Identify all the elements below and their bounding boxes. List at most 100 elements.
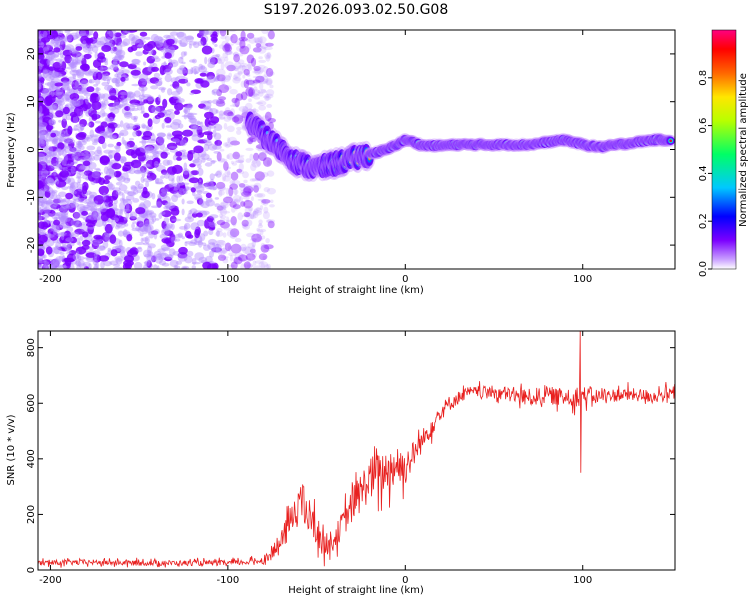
- noise-blob: [98, 185, 110, 196]
- noise-blob: [38, 129, 43, 137]
- noise-blob: [87, 212, 98, 217]
- noise-blob: [93, 252, 98, 258]
- noise-blob: [265, 93, 274, 99]
- y-tick-label: -10: [26, 189, 37, 205]
- noise-blob: [89, 206, 96, 212]
- noise-blob: [58, 255, 65, 260]
- noise-blob: [38, 197, 47, 204]
- noise-blob: [176, 181, 185, 186]
- noise-blob: [185, 230, 192, 239]
- noise-blob: [72, 69, 81, 73]
- noise-blob: [99, 109, 106, 118]
- noise-blob: [188, 117, 197, 124]
- noise-blob: [199, 72, 207, 77]
- noise-blob: [76, 123, 82, 128]
- noise-blob: [155, 39, 164, 48]
- noise-blob: [197, 183, 208, 188]
- noise-blob: [257, 198, 268, 202]
- noise-blob: [49, 112, 56, 116]
- noise-blob: [208, 229, 214, 236]
- noise-blob: [89, 30, 94, 34]
- noise-blob: [222, 204, 226, 209]
- noise-blob: [48, 135, 59, 142]
- noise-blob: [224, 61, 235, 69]
- noise-blob: [99, 245, 106, 251]
- noise-blob: [191, 261, 201, 265]
- noise-blob: [42, 116, 53, 127]
- noise-blob: [164, 238, 170, 244]
- noise-blob: [121, 192, 125, 202]
- noise-blob: [118, 103, 123, 108]
- noise-blob: [133, 115, 139, 120]
- noise-blob: [147, 65, 152, 72]
- noise-blob: [48, 60, 55, 66]
- noise-blob: [82, 261, 91, 268]
- noise-blob: [168, 64, 173, 69]
- noise-blob: [143, 112, 150, 118]
- noise-blob: [258, 219, 263, 225]
- noise-blob: [184, 216, 194, 223]
- noise-blob: [230, 243, 242, 254]
- noise-blob: [258, 253, 268, 261]
- noise-blob: [179, 42, 187, 47]
- noise-blob: [260, 42, 268, 49]
- noise-blob: [128, 33, 136, 41]
- noise-blob: [114, 123, 121, 129]
- noise-blob: [57, 100, 65, 106]
- noise-blob: [250, 248, 256, 254]
- noise-blob: [252, 75, 262, 79]
- noise-blob: [86, 202, 94, 208]
- noise-blob: [113, 152, 121, 162]
- noise-blob: [198, 63, 203, 70]
- noise-blob: [215, 109, 219, 114]
- noise-blob: [73, 151, 83, 161]
- noise-blob: [177, 232, 183, 238]
- noise-blob: [242, 196, 250, 200]
- noise-blob: [87, 44, 97, 49]
- noise-blob: [38, 194, 45, 197]
- noise-blob: [41, 259, 52, 266]
- noise-blob: [227, 111, 234, 117]
- noise-blob: [64, 30, 71, 34]
- noise-blob: [59, 51, 64, 59]
- noise-blob: [261, 30, 269, 35]
- noise-blob: [55, 92, 66, 97]
- noise-blob: [218, 110, 225, 116]
- noise-blob: [57, 232, 67, 236]
- noise-blob: [88, 79, 96, 84]
- noise-blob: [182, 67, 188, 76]
- noise-blob: [114, 54, 122, 59]
- noise-blob: [173, 191, 183, 198]
- noise-blob: [171, 130, 183, 137]
- noise-blob: [238, 65, 244, 69]
- noise-blob: [215, 100, 226, 107]
- noise-blob: [112, 57, 118, 66]
- noise-blob: [194, 185, 205, 193]
- noise-blob: [69, 181, 79, 190]
- noise-blob: [216, 230, 220, 237]
- noise-blob: [178, 246, 188, 255]
- noise-blob: [161, 122, 165, 129]
- noise-blob: [213, 132, 222, 141]
- noise-blob: [183, 109, 187, 113]
- noise-blob: [92, 266, 100, 269]
- noise-blob: [253, 96, 261, 100]
- noise-blob: [219, 247, 228, 255]
- noise-blob: [151, 192, 156, 200]
- noise-blob: [216, 169, 223, 176]
- noise-blob: [81, 221, 86, 226]
- noise-blob: [141, 82, 147, 85]
- noise-blob: [83, 53, 92, 60]
- noise-blob: [225, 35, 230, 43]
- noise-blob: [249, 178, 256, 182]
- noise-blob: [233, 73, 241, 78]
- noise-blob: [102, 71, 111, 76]
- noise-blob: [82, 204, 92, 209]
- noise-blob: [123, 122, 130, 131]
- noise-blob: [165, 223, 173, 229]
- noise-blob: [114, 73, 119, 78]
- noise-blob: [112, 132, 119, 139]
- noise-blob: [130, 69, 141, 76]
- noise-blob: [61, 86, 71, 91]
- noise-blob: [144, 236, 150, 245]
